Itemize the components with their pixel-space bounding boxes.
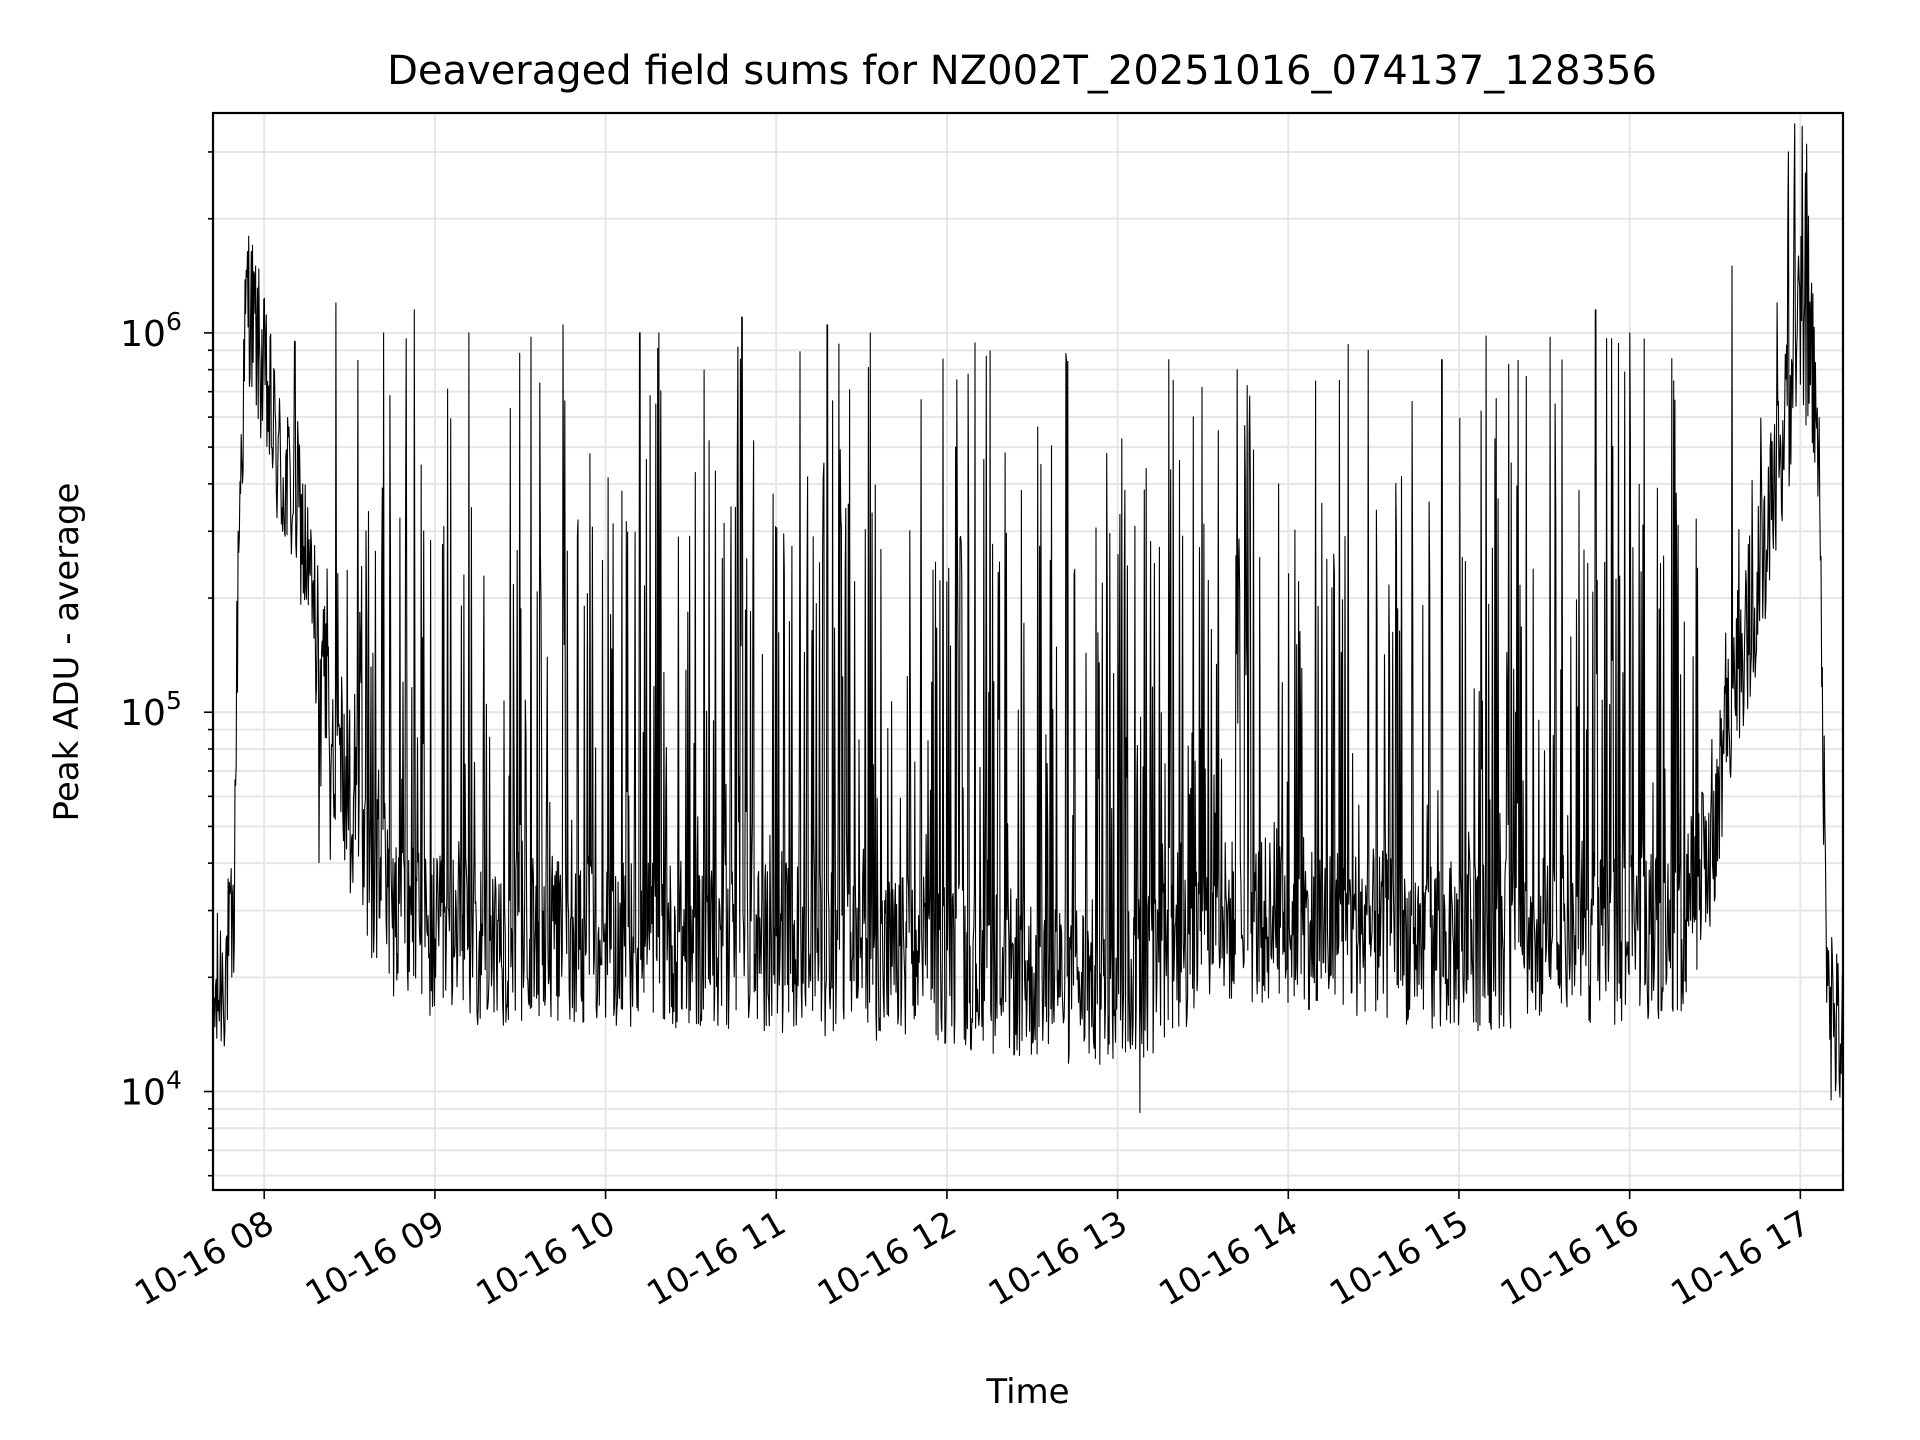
plot-frame — [211, 111, 1845, 1192]
y-tick-label: 106 — [120, 307, 182, 355]
y-axis-label: Peak ADU - average — [47, 483, 87, 822]
y-axis: 104 105 106 — [120, 151, 213, 1177]
y-tick-label: 104 — [120, 1066, 182, 1114]
y-tick-label: 105 — [120, 686, 182, 734]
series-line — [212, 123, 1844, 1114]
chart-title: Deaveraged field sums for NZ002T_2025101… — [387, 48, 1657, 94]
series-layer — [212, 123, 1844, 1114]
x-axis-label: Time — [985, 1372, 1069, 1412]
